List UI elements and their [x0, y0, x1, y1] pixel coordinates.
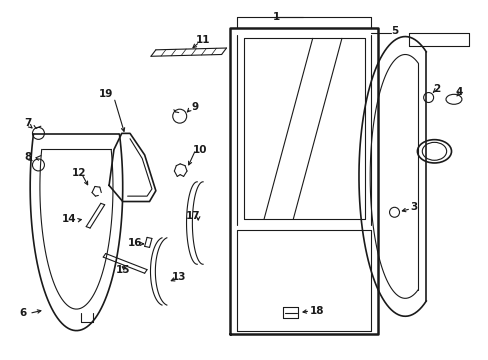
- Text: 13: 13: [171, 272, 185, 282]
- Text: 5: 5: [390, 26, 397, 36]
- Text: 4: 4: [454, 87, 462, 97]
- Text: 1: 1: [272, 12, 279, 22]
- Text: 15: 15: [115, 265, 130, 275]
- Text: 6: 6: [19, 308, 26, 318]
- Text: 19: 19: [98, 89, 113, 99]
- Text: 2: 2: [432, 84, 440, 94]
- Text: 16: 16: [127, 238, 142, 248]
- Text: 7: 7: [24, 118, 31, 128]
- Text: 14: 14: [61, 215, 76, 224]
- Text: 11: 11: [196, 35, 210, 45]
- Text: 8: 8: [24, 152, 31, 162]
- Text: 10: 10: [192, 144, 206, 154]
- Text: 18: 18: [309, 306, 323, 316]
- Text: 9: 9: [191, 102, 198, 112]
- Text: 3: 3: [409, 202, 417, 212]
- Text: 12: 12: [71, 168, 86, 178]
- Text: 17: 17: [185, 211, 200, 221]
